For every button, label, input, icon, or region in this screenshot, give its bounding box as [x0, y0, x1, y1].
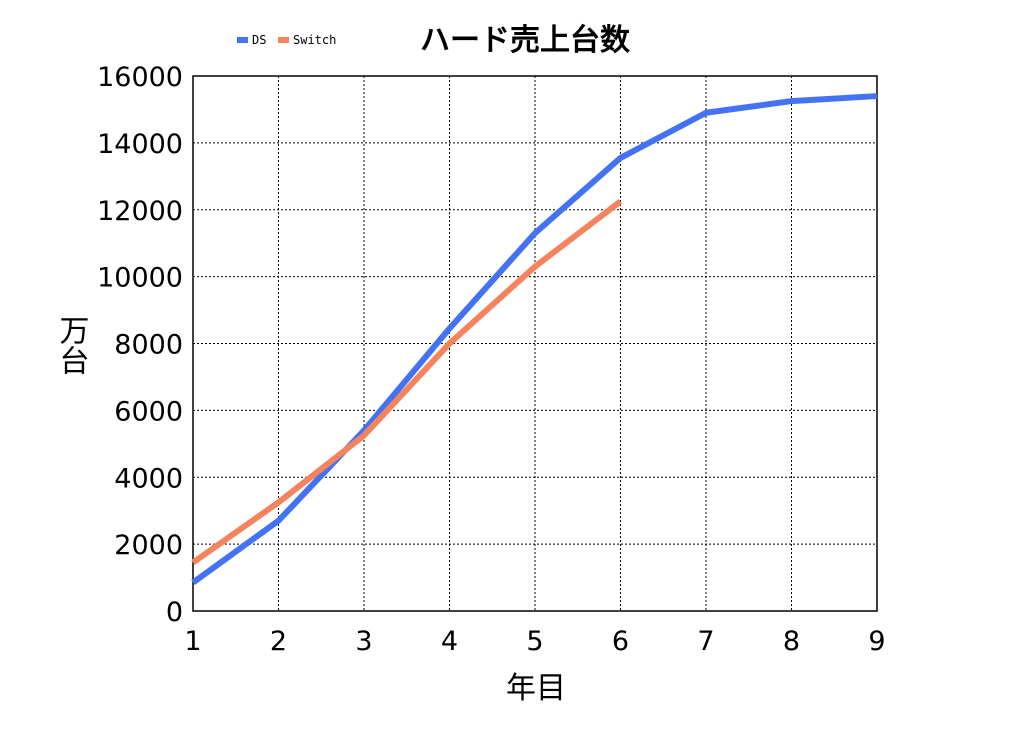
legend-label-ds: DS [252, 33, 266, 47]
y-tick-label: 14000 [97, 129, 183, 160]
y-tick-label: 6000 [114, 396, 183, 427]
x-tick-label: 3 [355, 626, 372, 657]
x-tick-label: 9 [868, 626, 885, 657]
x-tick-label: 6 [612, 626, 629, 657]
x-axis-title: 年目 [506, 671, 566, 706]
x-tick-label: 5 [526, 626, 543, 657]
legend-label-switch: Switch [293, 33, 336, 47]
grid [193, 76, 877, 611]
x-tick-label: 4 [441, 626, 458, 657]
x-tick-label: 2 [270, 626, 287, 657]
y-tick-label: 10000 [97, 263, 183, 294]
x-tick-label: 7 [697, 626, 714, 657]
x-axis-ticks: 1 2 3 4 5 6 7 8 9 [184, 626, 885, 657]
legend-swatch-ds [237, 37, 248, 43]
y-tick-label: 8000 [114, 330, 183, 361]
y-tick-label: 12000 [97, 196, 183, 227]
y-tick-label: 4000 [114, 463, 183, 494]
legend-swatch-switch [278, 37, 289, 43]
y-tick-label: 0 [166, 597, 183, 628]
chart-title: ハード売上台数 [420, 23, 631, 58]
y-axis-ticks: 0 2000 4000 6000 8000 10000 12000 14000 16000 [97, 62, 183, 628]
x-tick-label: 1 [184, 626, 201, 657]
x-tick-label: 8 [783, 626, 800, 657]
y-axis-title: 万台 [54, 315, 89, 375]
y-tick-label: 16000 [97, 62, 183, 93]
y-tick-label: 2000 [114, 530, 183, 561]
legend: DS Switch [237, 33, 336, 47]
